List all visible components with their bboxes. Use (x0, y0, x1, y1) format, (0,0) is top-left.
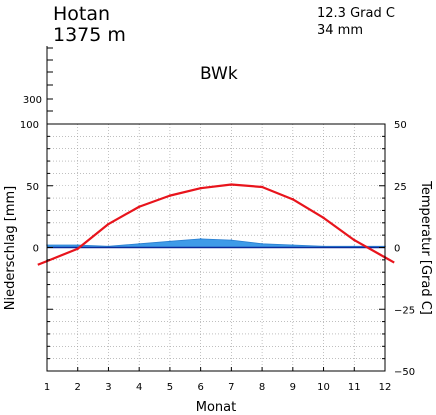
temperature-point (230, 183, 233, 186)
x-tick-label: 4 (136, 382, 142, 393)
upper-axis (46, 46, 53, 124)
precipitation-point (107, 245, 110, 248)
precipitation-series (46, 238, 386, 248)
climate-class: BWk (200, 64, 238, 84)
x-tick-label: 2 (75, 382, 81, 393)
x-tick-label: 3 (105, 382, 111, 393)
left-extra-tick-label: 300 (23, 95, 42, 106)
x-tick-label: 6 (197, 382, 203, 393)
temperature-point (353, 238, 356, 242)
temperature-point (260, 185, 264, 189)
x-axis-title: Monat (196, 400, 236, 415)
precipitation-point (76, 244, 79, 246)
right-tick-label: 25 (394, 182, 407, 193)
temperature-point (322, 216, 325, 220)
precipitation-point (261, 242, 263, 245)
precipitation-area (46, 238, 386, 248)
mean-temperature: 12.3 Grad C (317, 6, 395, 21)
x-tick-label: 8 (259, 382, 265, 393)
precipitation-point (322, 245, 325, 248)
x-tick-label: 10 (317, 382, 330, 393)
temperature-point (291, 198, 295, 201)
x-tick-label: 7 (228, 382, 234, 393)
temperature-point (137, 205, 141, 208)
precipitation-point (138, 242, 140, 245)
temperature-line (37, 183, 395, 266)
station-name: Hotan (53, 3, 110, 25)
right-tick-label: 0 (394, 244, 400, 255)
precipitation-point (199, 238, 202, 240)
temperature-point (107, 222, 110, 226)
station-elevation: 1375 m (53, 24, 126, 46)
temperature-series (37, 183, 395, 266)
x-tick-label: 12 (379, 382, 392, 393)
x-tick-label: 11 (348, 382, 361, 393)
right-tick-label: −50 (394, 367, 415, 378)
x-tick-label: 5 (167, 382, 173, 393)
temperature-point (76, 247, 79, 250)
x-tick-label: 9 (290, 382, 296, 393)
right-tick-label: 50 (394, 120, 407, 131)
precipitation-point (169, 240, 171, 243)
left-tick-label: 0 (33, 244, 39, 255)
annual-precipitation: 34 mm (317, 23, 363, 38)
left-axis-title: Niederschlag [mm] (3, 186, 18, 311)
temperature-point (168, 194, 172, 197)
right-tick-label: −25 (394, 305, 415, 316)
left-tick-label: 50 (26, 182, 39, 193)
precipitation-point (230, 239, 233, 241)
left-tick-label: 100 (20, 120, 39, 131)
x-tick-label: 1 (44, 382, 50, 393)
right-axis-title: Temperatur [Grad C] (418, 180, 433, 315)
precipitation-point (353, 245, 356, 248)
precipitation-point (292, 244, 294, 246)
temperature-point (199, 187, 202, 190)
